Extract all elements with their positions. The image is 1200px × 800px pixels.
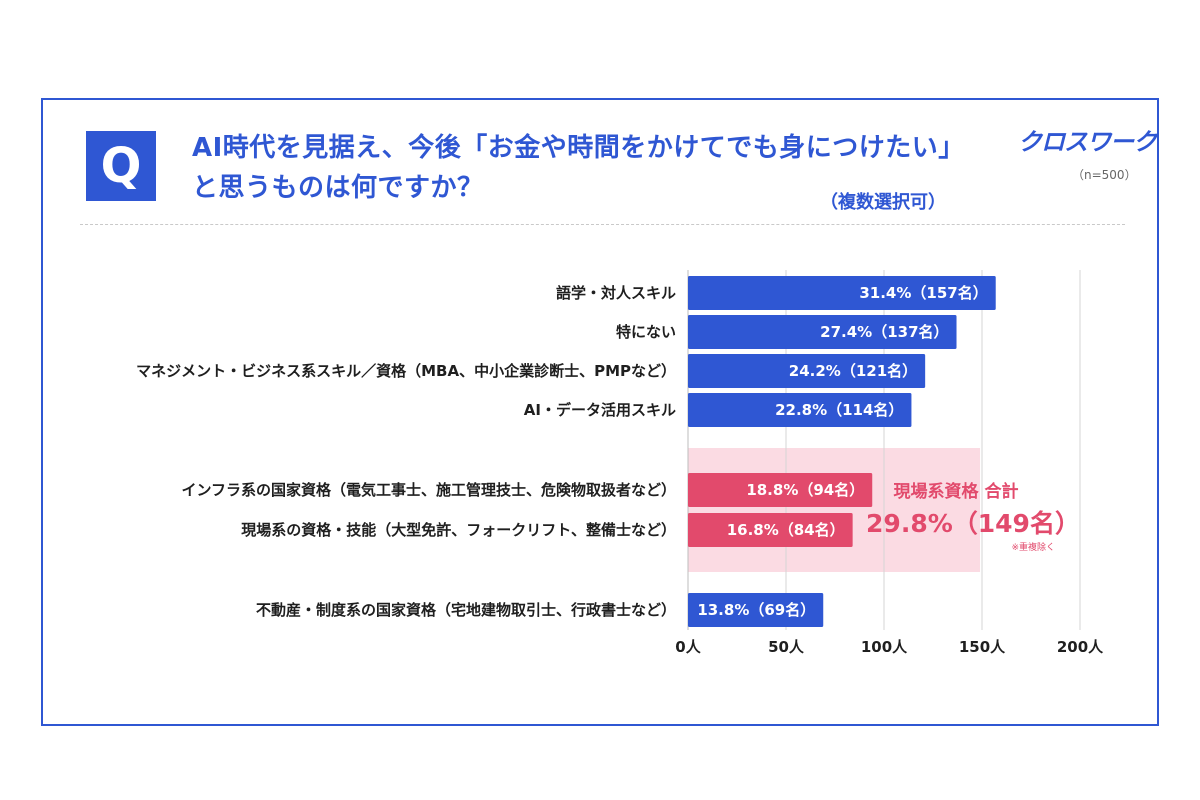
x-tick-label: 150人 xyxy=(959,638,1006,656)
multiple-choice-note: （複数選択可） xyxy=(820,192,946,213)
bar xyxy=(688,393,912,427)
bar-value-label: 27.4%（137名） xyxy=(820,323,948,341)
category-label: 語学・対人スキル xyxy=(556,284,676,302)
x-tick-label: 100人 xyxy=(861,638,908,656)
bar-value-label: 18.8%（94名） xyxy=(746,481,864,499)
highlight-group-background xyxy=(688,448,981,572)
bar-value-label: 31.4%（157名） xyxy=(859,284,987,302)
question-text: AI時代を見据え、今後「お金や時間をかけてでも身につけたい」 と思うものは何です… xyxy=(192,128,1012,208)
category-label: マネジメント・ビジネス系スキル／資格（MBA、中小企業診断士、PMPなど） xyxy=(136,362,676,380)
highlight-group-total: 29.8%（149名） xyxy=(866,509,1080,538)
divider xyxy=(80,224,1125,225)
x-tick-label: 0人 xyxy=(675,638,701,656)
x-tick-label: 200人 xyxy=(1057,638,1104,656)
highlight-group-footnote: ※重複除く xyxy=(1011,541,1055,553)
question-badge: Q xyxy=(86,131,156,201)
bar-value-label: 13.8%（69名） xyxy=(697,601,815,619)
bar xyxy=(688,354,926,388)
category-label: 特にない xyxy=(616,323,676,341)
bar-value-label: 24.2%（121名） xyxy=(789,362,917,380)
category-label: インフラ系の国家資格（電気工事士、施工管理技士、危険物取扱者など） xyxy=(181,481,676,499)
bar xyxy=(688,473,873,507)
bar xyxy=(688,513,853,547)
bar xyxy=(688,276,996,310)
question-line-2: と思うものは何ですか？ xyxy=(192,173,484,203)
chart-frame xyxy=(41,98,1159,726)
sample-size: （n=500） xyxy=(1072,168,1137,182)
x-tick-label: 50人 xyxy=(768,638,805,656)
highlight-group-title: 現場系資格 合計 xyxy=(894,481,1019,502)
category-label: 現場系の資格・技能（大型免許、フォークリフト、整備士など） xyxy=(241,521,676,539)
bar-value-label: 16.8%（84名） xyxy=(727,521,845,539)
category-label: AI・データ活用スキル xyxy=(524,401,676,419)
bar xyxy=(688,315,957,349)
bar-value-label: 22.8%（114名） xyxy=(775,401,903,419)
bar xyxy=(688,593,824,627)
brand-logo: クロスワーク xyxy=(1018,128,1157,156)
question-line-1: AI時代を見据え、今後「お金や時間をかけてでも身につけたい」 xyxy=(192,133,965,163)
category-label: 不動産・制度系の国家資格（宅地建物取引士、行政書士など） xyxy=(256,601,676,619)
